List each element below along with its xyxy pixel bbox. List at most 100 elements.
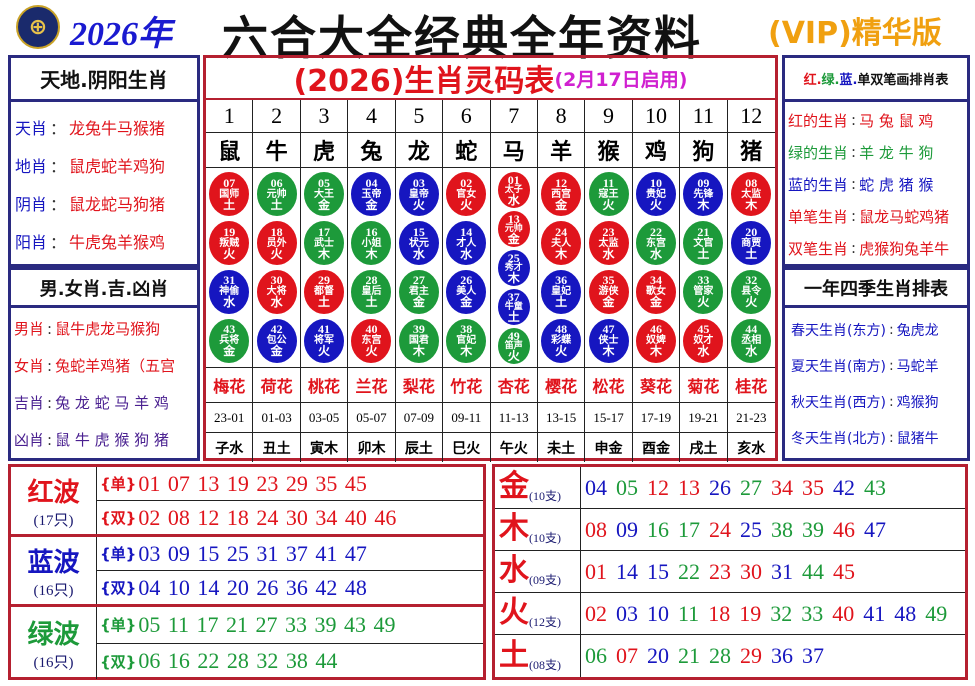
element-numbers: 06 07 20 21 28 29 36 37 [581, 635, 833, 677]
element-number: 27 [740, 474, 762, 500]
table-title-main: (2026)生肖灵码表 [293, 64, 555, 99]
title-part: 单双笔画排肖表 [857, 73, 949, 88]
number-ball: 06 元帅土 [256, 172, 297, 217]
ball-number: 39 [412, 322, 425, 337]
branch-label: 辰土 [396, 433, 444, 462]
element-number: 22 [678, 558, 700, 584]
hour-range: 11-13 [490, 403, 538, 433]
ball-element: 金 [223, 344, 236, 359]
ball-column: 08 太监木 20 商贾土 32 县令火 44 丞相水 [727, 168, 775, 368]
number-ball: 48 彩蝶火 [541, 318, 582, 363]
element-row: 火 (12支) 02 03 10 11 18 19 32 33 40 41 48 49 [495, 593, 965, 635]
ball-element: 木 [745, 197, 758, 212]
element-label: 火 (12支) [495, 593, 581, 634]
item-value: 蛇 虎 猪 猴 [859, 175, 934, 194]
ball-title: 文官 [693, 237, 714, 249]
element-numbers: 02 03 10 11 18 19 32 33 40 41 48 49 [581, 593, 956, 634]
color-stroke-title: 红. 绿. 蓝. 单双笔画排肖表 [785, 58, 967, 102]
item-key: 秋天生肖(西方) [791, 395, 886, 411]
left-panel: 天地.阴阳生肖 天肖：龙兔牛马猴猪 地肖：鼠虎蛇羊鸡狗 阴肖：鼠龙蛇马狗猪 阳肖：牛虎… [8, 55, 200, 461]
separator: : [888, 358, 894, 374]
ball-element: 土 [555, 295, 568, 310]
column-number: 4 [348, 100, 396, 133]
ball-title: 都督 [314, 286, 335, 298]
wave-row: {单} 03 09 15 25 31 37 41 47 [97, 537, 483, 571]
wave-numbers: 02 08 12 18 24 30 34 40 46 [138, 504, 397, 530]
item-key: 凶肖 [14, 431, 45, 449]
number-ball: 46 奴婢木 [635, 318, 676, 363]
flower-label: 竹花 [443, 368, 491, 403]
ball-number: 14 [460, 224, 473, 239]
ball-number: 17 [318, 224, 331, 239]
column-number: 3 [300, 100, 349, 133]
element-number: 49 [925, 600, 948, 626]
lottery-emblem-icon: ⊕ [16, 5, 60, 49]
ball-element: 火 [223, 246, 236, 261]
zodiac-label: 狗 [680, 133, 728, 168]
element-number: 08 [585, 516, 607, 542]
ball-title: 玉帝 [361, 188, 382, 200]
parity-tag: {单} [100, 475, 137, 493]
table-title-date: (2月17日启用) [554, 68, 688, 91]
ball-number: 35 [602, 273, 615, 288]
item-value: 鼠牛虎龙马猴狗 [55, 320, 161, 338]
ball-title: 歌女 [645, 286, 666, 298]
ball-number: 23 [602, 224, 615, 239]
ball-number: 45 [697, 322, 710, 337]
item-value: 鼠龙马蛇鸡猪 [859, 207, 950, 226]
element-number: 43 [864, 474, 886, 500]
branch-label: 亥水 [737, 440, 766, 457]
element-number: 37 [802, 643, 824, 668]
wave-row: {双} 06 16 22 28 32 38 44 [97, 644, 483, 680]
list-item: 吉肖: 兔 龙 蛇 马 羊 鸡 [14, 384, 194, 421]
separator: : [888, 430, 894, 446]
item-key: 吉肖 [14, 394, 45, 412]
wave-count: (16只) [33, 582, 74, 599]
element-count: (10支) [529, 531, 561, 545]
list-item: 凶肖: 鼠 牛 虎 猴 狗 猪 [14, 421, 194, 458]
ball-element: 金 [270, 344, 283, 359]
ball-title: 太子 [504, 184, 523, 195]
element-number: 06 [585, 643, 607, 668]
ball-title: 神偷 [219, 286, 240, 298]
column-number: 2 [253, 100, 301, 133]
element-number: 11 [678, 600, 700, 626]
number-ball: 10 贵妃火 [635, 172, 676, 217]
parity-tag: {单} [100, 545, 137, 563]
ball-element: 土 [270, 197, 283, 212]
wave-row: {单} 01 07 13 19 23 29 35 45 [97, 467, 483, 501]
ball-element: 土 [318, 295, 331, 310]
ball-title: 牛童 [504, 301, 523, 312]
element-number: 17 [678, 516, 700, 542]
ball-element: 土 [697, 246, 710, 261]
item-value: 鼠 牛 虎 猴 狗 猪 [55, 431, 169, 449]
ball-title: 大王 [314, 188, 335, 200]
item-value: 马蛇羊 [896, 359, 939, 375]
wave-numbers: 03 09 15 25 31 37 41 47 [138, 540, 367, 566]
element-number: 13 [678, 474, 700, 500]
branch-label: 巳火 [443, 433, 491, 462]
flower-label: 桃花 [300, 368, 349, 403]
ball-element: 水 [697, 344, 710, 359]
branch-label: 寅木 [301, 433, 349, 462]
ball-title: 国君 [408, 335, 429, 347]
item-value: 牛虎兔羊猴鸡 [69, 233, 166, 252]
year-label: 2026年 [70, 16, 172, 53]
ball-title: 皇妃 [551, 286, 572, 298]
element-number: 47 [864, 516, 886, 542]
element-number: 07 [616, 643, 638, 668]
element-row: 金 (10支) 04 05 12 13 26 27 34 35 42 43 [495, 467, 965, 509]
item-value: 虎猴狗兔羊牛 [859, 239, 950, 258]
element-number: 44 [802, 558, 824, 584]
ball-title: 元帅 [504, 223, 523, 234]
ball-number: 15 [412, 224, 425, 239]
zodiac-label: 猴 [585, 133, 633, 168]
number-ball: 24 夫人木 [541, 221, 582, 266]
element-number: 01 [585, 558, 607, 584]
element-number: 19 [739, 600, 762, 626]
flower-label: 葵花 [632, 368, 681, 403]
ball-element: 火 [460, 197, 473, 212]
element-number: 36 [771, 643, 793, 668]
flower-label: 桂花 [727, 368, 775, 403]
element-name: 木 [499, 511, 529, 546]
